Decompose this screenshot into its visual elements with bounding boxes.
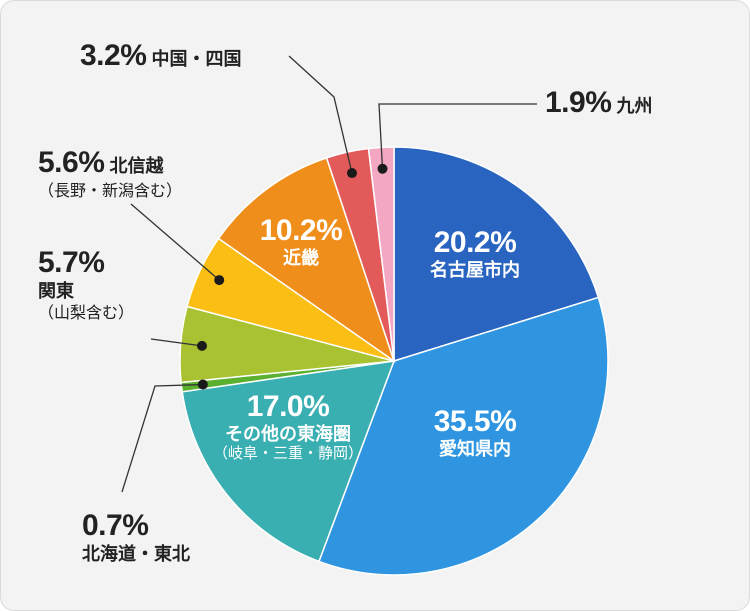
leader-line-kyushu [378, 103, 537, 169]
label-chugoku: 3.2% 中国・四国 [80, 38, 241, 74]
label-nagoya: 20.2% 名古屋市内 [405, 226, 545, 281]
label-nagoya-name: 名古屋市内 [430, 259, 520, 281]
leader-line-kanto [150, 338, 203, 347]
label-kinki-pct: 10.2% [259, 214, 343, 247]
label-kyushu: 1.9% 九州 [545, 85, 652, 121]
leader-dot-chugoku [346, 168, 357, 179]
label-kyushu-name: 九州 [616, 96, 653, 117]
label-aichi-name: 愛知県内 [439, 438, 511, 460]
label-nagoya-pct: 20.2% [433, 226, 517, 259]
label-kinki-name: 近畿 [283, 247, 319, 269]
label-kinki: 10.2% 近畿 [246, 214, 356, 269]
label-kyushu-pct: 1.9% [545, 86, 612, 119]
label-chugoku-name: 中国・四国 [151, 49, 242, 70]
label-kanto: 5.7% 関東 （山梨含む） [38, 245, 134, 322]
label-tokai: 17.0% その他の東海圏 （岐阜・三重・静岡） [198, 390, 378, 462]
leader-dot-kyushu [377, 163, 388, 174]
label-chugoku-pct: 3.2% [80, 39, 147, 72]
leader-dot-kanto [196, 340, 207, 351]
label-kanto-pct: 5.7% [38, 246, 105, 279]
label-kanto-sub: （山梨含む） [38, 302, 135, 322]
leader-line-hokushinetsu [130, 203, 220, 281]
label-hokushinetsu-name: 北信越 [109, 156, 164, 177]
label-hokushinetsu-pct: 5.6% [38, 146, 105, 179]
label-tokai-pct: 17.0% [246, 390, 330, 423]
leader-dot-hokushinetsu [214, 275, 225, 286]
label-aichi-pct: 35.5% [433, 405, 517, 438]
label-hokkaido-name: 北海道・東北 [82, 544, 190, 565]
label-kanto-name: 関東 [38, 281, 74, 302]
label-tokai-name: その他の東海圏 [225, 423, 351, 445]
label-tokai-sub: （岐阜・三重・静岡） [212, 444, 363, 463]
pie-slice-aichi [318, 296, 609, 576]
label-hokkaido: 0.7% 北海道・東北 [82, 508, 190, 566]
leader-line-hokkaido [121, 383, 203, 493]
leader-dot-hokkaido [197, 379, 208, 390]
label-hokushinetsu-sub: （長野・新潟含む） [38, 181, 183, 200]
pie-slice-nagoya [393, 146, 600, 363]
pie-slice-kinki [217, 156, 396, 363]
pie-slice-tokai [181, 360, 396, 563]
label-aichi: 35.5% 愛知県内 [405, 405, 545, 460]
leader-line-chugoku [288, 55, 353, 174]
label-hokushinetsu: 5.6% 北信越 （長野・新潟含む） [38, 145, 182, 200]
label-hokkaido-pct: 0.7% [82, 509, 149, 542]
